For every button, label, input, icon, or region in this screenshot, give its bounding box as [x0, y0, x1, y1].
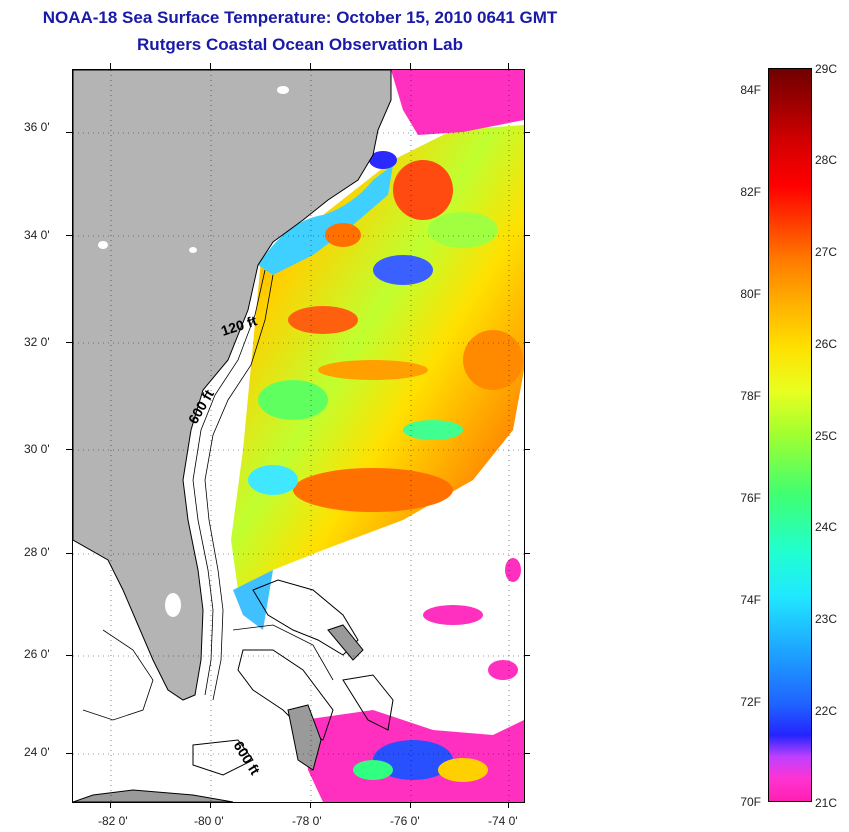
colorbar-f-label: 72F — [740, 695, 761, 709]
lat-tick — [524, 655, 530, 656]
lon-tick — [110, 802, 111, 808]
lon-tick — [110, 63, 111, 69]
colorbar-f-label: 74F — [740, 593, 761, 607]
colorbar-c-label: 29C — [815, 62, 838, 76]
colorbar-c-label: 24C — [815, 520, 838, 534]
lon-tick — [210, 802, 211, 808]
lat-tick — [524, 753, 530, 754]
lat-label-28: 28 0' — [24, 545, 50, 559]
lat-label-32: 32 0' — [24, 335, 50, 349]
sst-map-canvas: 120 ft 600 ft 600 ft — [73, 70, 524, 802]
lat-tick — [524, 342, 530, 343]
colorbar-f-label: 80F — [740, 287, 761, 301]
lat-label-30: 30 0' — [24, 442, 50, 456]
lon-label-82: -82 0' — [98, 814, 128, 828]
colorbar-c-label: 25C — [815, 429, 838, 443]
lat-tick — [66, 132, 72, 133]
lon-label-74: -74 0' — [488, 814, 518, 828]
lat-tick — [524, 235, 530, 236]
lon-tick — [508, 802, 509, 808]
sst-map[interactable]: 120 ft 600 ft 600 ft — [72, 69, 525, 803]
lat-tick — [66, 342, 72, 343]
lat-tick — [66, 655, 72, 656]
lat-tick — [524, 449, 530, 450]
bathymetry-contours — [82, 269, 334, 721]
lon-tick — [310, 63, 311, 69]
lat-label-34: 34 0' — [24, 228, 50, 242]
lat-label-36: 36 0' — [24, 120, 50, 134]
colorbar-c-label: 23C — [815, 612, 838, 626]
colorbar-f-label: 82F — [740, 185, 761, 199]
colorbar-c-label: 28C — [815, 153, 838, 167]
lat-label-24: 24 0' — [24, 745, 50, 759]
bahamas-islands — [73, 579, 394, 802]
colorbar-c-label: 27C — [815, 245, 838, 259]
lon-tick — [508, 63, 509, 69]
lat-tick — [66, 449, 72, 450]
colorbar-f-label: 78F — [740, 389, 761, 403]
map-subtitle: Rutgers Coastal Ocean Observation Lab — [137, 35, 463, 54]
temperature-colorbar — [768, 68, 812, 802]
lat-tick — [524, 553, 530, 554]
lon-tick — [410, 63, 411, 69]
coordinate-grid — [73, 70, 524, 802]
lat-tick — [66, 235, 72, 236]
colorbar-f-label: 70F — [740, 795, 761, 809]
lon-tick — [310, 802, 311, 808]
lat-label-26: 26 0' — [24, 647, 50, 661]
land-mass — [73, 70, 392, 701]
lon-label-78: -78 0' — [292, 814, 322, 828]
colorbar-c-label: 21C — [815, 796, 838, 810]
map-title: NOAA-18 Sea Surface Temperature: October… — [42, 8, 558, 27]
lon-label-80: -80 0' — [194, 814, 224, 828]
lat-tick — [66, 553, 72, 554]
contour-label-600ft-south: 600 ft — [230, 738, 263, 778]
lon-label-76: -76 0' — [390, 814, 420, 828]
lon-tick — [210, 63, 211, 69]
lat-tick — [524, 132, 530, 133]
colorbar-c-label: 22C — [815, 704, 838, 718]
lat-tick — [66, 753, 72, 754]
colorbar-f-label: 76F — [740, 491, 761, 505]
lon-tick — [410, 802, 411, 808]
colorbar-c-label: 26C — [815, 337, 838, 351]
sst-swath — [231, 70, 524, 802]
colorbar-f-label: 84F — [740, 83, 761, 97]
